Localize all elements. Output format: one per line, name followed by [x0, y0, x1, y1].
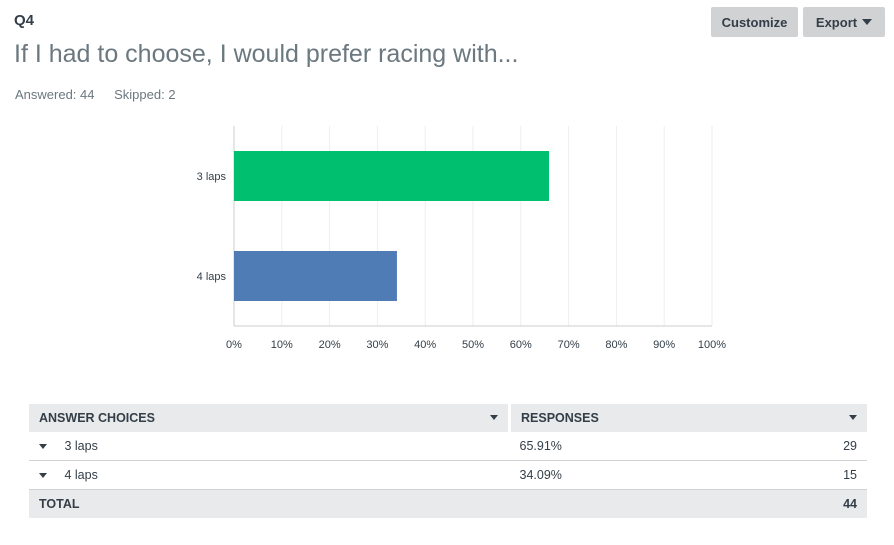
export-button[interactable]: Export: [803, 7, 885, 37]
table-row: 3 laps 65.91% 29: [29, 432, 867, 461]
x-tick-label: 30%: [366, 339, 388, 351]
response-count: 15: [741, 460, 867, 490]
x-tick-label: 0%: [226, 339, 242, 351]
question-title: If I had to choose, I would prefer racin…: [14, 40, 519, 68]
category-label: 3 laps: [197, 171, 227, 183]
table-row: 4 laps 34.09% 15: [29, 460, 867, 490]
response-count: 29: [741, 432, 867, 461]
responses-header[interactable]: RESPONSES: [509, 404, 867, 432]
total-count: 44: [741, 489, 867, 518]
answer-choice-cell[interactable]: 4 laps: [29, 460, 510, 490]
x-tick-label: 10%: [271, 339, 293, 351]
x-tick-label: 70%: [558, 339, 580, 351]
expand-caret-icon[interactable]: [39, 444, 47, 450]
bar: [234, 251, 397, 301]
skipped-count: Skipped: 2: [114, 87, 176, 102]
total-label: TOTAL: [29, 489, 510, 518]
customize-button[interactable]: Customize: [711, 7, 798, 37]
customize-label: Customize: [721, 14, 788, 30]
expand-caret-icon[interactable]: [39, 473, 47, 479]
x-tick-label: 40%: [414, 339, 436, 351]
x-tick-label: 90%: [653, 339, 675, 351]
bar: [234, 151, 550, 201]
response-percent: 65.91%: [509, 432, 742, 461]
x-tick-label: 100%: [698, 339, 726, 351]
answer-choice-cell[interactable]: 3 laps: [29, 432, 510, 461]
sort-caret-icon: [490, 415, 498, 420]
answer-choices-header[interactable]: ANSWER CHOICES: [29, 404, 511, 432]
question-number: Q4: [14, 12, 35, 29]
export-label: Export: [815, 14, 858, 30]
response-stats: Answered: 44 Skipped: 2: [15, 87, 192, 102]
answered-count: Answered: 44: [15, 87, 95, 102]
chevron-down-icon: [862, 19, 873, 25]
sort-caret-icon: [849, 415, 857, 420]
category-label: 4 laps: [197, 271, 227, 283]
response-percent: 34.09%: [509, 460, 742, 490]
x-tick-label: 50%: [462, 339, 484, 351]
x-tick-label: 60%: [510, 339, 532, 351]
x-tick-label: 20%: [319, 339, 341, 351]
x-tick-label: 80%: [605, 339, 627, 351]
total-row: TOTAL 44: [29, 489, 867, 518]
bar-chart: 0% 10% 20% 30% 40% 50% 60% 70% 80% 90% 100% 3 laps 4…: [197, 126, 726, 351]
results-table: ANSWER CHOICES RESPONSES 3 laps 65.91% 2…: [29, 404, 867, 518]
